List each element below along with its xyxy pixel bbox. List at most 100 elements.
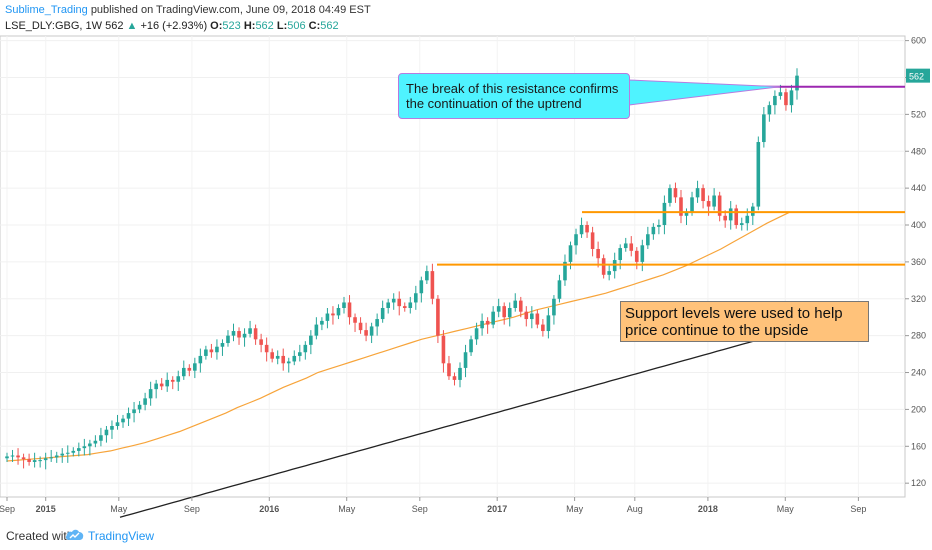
candle-body [270, 352, 274, 359]
y-axis: 600560520480440400360320280240200160120 [905, 36, 926, 488]
x-tick-label: 2016 [259, 504, 279, 514]
up-arrow-icon: ▲ [126, 20, 138, 32]
x-tick-label: May [777, 504, 795, 514]
candle-body [209, 349, 214, 353]
ma-slow-line [119, 330, 791, 518]
candle-body [43, 458, 48, 461]
last-price-badge: 562 [906, 68, 930, 83]
candle-body [734, 208, 739, 226]
candle-body [49, 457, 53, 459]
candle-body [502, 306, 507, 318]
candle-body [607, 271, 611, 275]
candle-body [237, 331, 241, 338]
candle-body [546, 315, 551, 332]
candle-body [253, 328, 258, 340]
candle-body [358, 322, 363, 331]
support-callout[interactable]: Support levels were used to help price c… [620, 301, 869, 342]
candle-body [419, 280, 424, 294]
candle-body [623, 243, 628, 249]
candle-body [5, 456, 9, 459]
x-axis: Sep 2015 May Sep 2016 May Sep 2017 May Aug 2018 May… [0, 497, 866, 514]
candle-body [126, 413, 131, 419]
candle-body [65, 452, 70, 454]
candle-body [585, 225, 589, 233]
y-tick-label: 200 [911, 404, 926, 414]
candle-body [71, 450, 76, 453]
candle-body [137, 404, 142, 410]
candle-body [596, 248, 600, 259]
candle-body [60, 453, 65, 456]
y-tick-label: 400 [911, 220, 926, 230]
x-tick-label: 2018 [698, 504, 718, 514]
candle-body [82, 446, 87, 449]
candle-body [485, 320, 490, 325]
candle-body [712, 195, 716, 207]
candle-body [176, 376, 181, 382]
y-tick-label: 240 [911, 368, 926, 378]
high-label: H: [243, 20, 256, 32]
candle-body [789, 90, 794, 106]
candle-body [552, 298, 556, 316]
candle-body [369, 326, 374, 336]
candle-body [375, 319, 379, 327]
candle-body [773, 95, 777, 106]
candle-body [762, 114, 766, 143]
candle-body [634, 250, 639, 262]
candle-body [154, 383, 158, 390]
last-price: 562 [105, 20, 124, 32]
author-link[interactable]: Sublime_Trading [5, 4, 88, 16]
candle-body [563, 261, 567, 281]
candle-body [303, 344, 308, 353]
candle-body [690, 197, 694, 213]
candle-body [93, 440, 98, 444]
y-tick-label: 160 [911, 441, 926, 451]
candle-body [320, 320, 324, 325]
candle-body [701, 188, 705, 202]
price-change: +16 (+2.93%) [140, 20, 208, 32]
y-tick-label: 280 [911, 331, 926, 341]
candle-body [204, 349, 208, 356]
candle-body [706, 201, 711, 207]
candle-body [463, 352, 468, 368]
candle-body [21, 457, 26, 460]
publish-info: published on TradingView.com, June 09, 2… [90, 4, 371, 16]
publish-header: Sublime_Trading published on TradingView… [5, 4, 371, 16]
candle-body [557, 280, 562, 299]
low-value: 506 [287, 20, 306, 32]
y-tick-label: 520 [911, 109, 926, 119]
candle-body [778, 92, 783, 96]
candle-body [668, 188, 672, 203]
candle-body [723, 215, 727, 221]
x-tick-label: Sep [412, 504, 428, 514]
candle-body [568, 245, 573, 262]
candle-body [402, 306, 407, 308]
symbol[interactable]: LSE_DLY:GBG, 1W [5, 20, 103, 32]
candle-body [121, 418, 125, 423]
x-tick-label: May [566, 504, 584, 514]
candle-body [436, 298, 440, 336]
candle-body [231, 331, 236, 336]
candle-body [513, 300, 518, 308]
x-tick-label: May [338, 504, 356, 514]
tradingview-brand[interactable]: TradingView [88, 529, 155, 543]
candle-body [458, 367, 462, 380]
candle-body [342, 302, 346, 308]
candle-body [507, 307, 512, 318]
candle-body [353, 317, 357, 323]
candle-body [756, 142, 761, 207]
candle-body [480, 320, 484, 329]
candle-body [695, 188, 700, 198]
candle-body [646, 234, 650, 246]
candle-body [673, 188, 678, 198]
candle-body [657, 225, 661, 227]
candle-body [414, 293, 418, 303]
candle-body [590, 232, 595, 249]
close-value: 562 [320, 20, 339, 32]
close-label: C: [308, 20, 321, 32]
candle-body [314, 324, 319, 336]
candle-body [248, 328, 252, 334]
moving-averages [6, 211, 791, 518]
chart-grid [0, 36, 905, 497]
resistance-callout[interactable]: The break of this resistance confirms th… [398, 73, 630, 119]
y-tick-label: 440 [911, 183, 926, 193]
